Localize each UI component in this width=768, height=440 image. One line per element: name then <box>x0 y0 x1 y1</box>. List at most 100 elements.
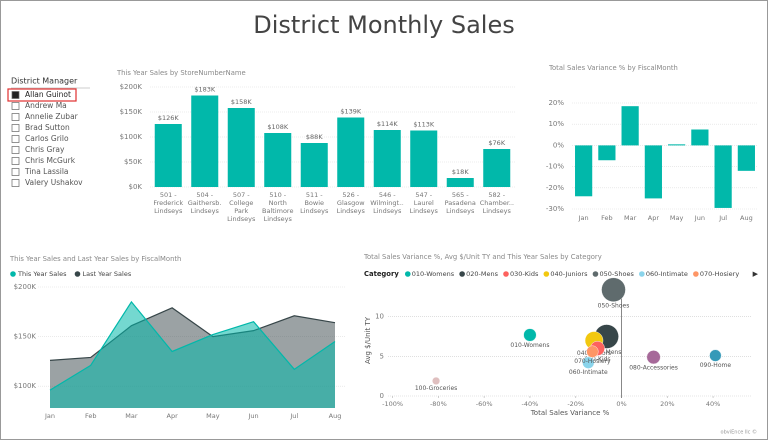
x-tick-label: 511 - Bowie Lindseys <box>300 191 329 215</box>
checkbox <box>11 91 20 99</box>
x-tick-label: Apr <box>648 214 660 222</box>
slicer-item[interactable]: Annelie Zubar <box>11 112 79 121</box>
x-tick-label: May <box>206 412 220 420</box>
chart-title: This Year Sales and Last Year Sales by F… <box>9 255 181 263</box>
chart-title: Total Sales Variance %, Avg $/Unit TY an… <box>363 253 602 261</box>
legend-item: 040-Juniors <box>543 270 588 278</box>
x-tick-label: Aug <box>740 214 753 222</box>
y-axis-title: Avg $/Unit TY <box>364 316 372 364</box>
bar <box>337 117 365 187</box>
bar <box>644 145 662 199</box>
x-tick-label: Aug <box>329 412 342 420</box>
line <box>49 307 336 361</box>
checkbox <box>11 113 20 121</box>
bar <box>668 144 686 146</box>
area <box>50 301 335 408</box>
bubble-label: 050-Shoes <box>598 302 630 309</box>
legend-label: 050-Shoes <box>599 270 634 278</box>
data-label: $183K <box>194 86 216 94</box>
bar <box>737 145 755 171</box>
y-tick-label: $100K <box>14 382 37 390</box>
x-tick-label-box: 526 - Glasgow Lindseys <box>337 191 365 215</box>
bar <box>373 130 401 187</box>
selection-highlight <box>7 88 77 102</box>
slicer-item[interactable]: Andrew Ma <box>11 101 67 110</box>
x-tick-label: Jun <box>247 412 258 420</box>
legend-marker <box>74 271 81 277</box>
data-label: $76K <box>488 139 505 147</box>
legend-scroll-arrow[interactable]: ▶ <box>753 270 759 278</box>
x-tick-label-box: 547 - Laurel Lindseys <box>410 191 438 215</box>
legend-marker <box>639 271 645 277</box>
bar <box>691 129 709 146</box>
x-tick-label-box: 511 - Bowie Lindseys <box>300 191 329 215</box>
checkbox <box>11 124 20 132</box>
x-tick-label-box: 501 - Frederick Lindseys <box>153 191 183 215</box>
slicer-item[interactable]: Carlos Grilo <box>11 134 69 143</box>
legend-label: 070-Hosiery <box>700 270 739 278</box>
bubble[interactable] <box>646 350 661 365</box>
bar <box>191 95 219 187</box>
x-tick-label: 582 - Chamber... Lindseys <box>479 191 514 215</box>
y-tick-label: $200K <box>14 283 37 291</box>
x-tick-label: 0% <box>616 400 626 408</box>
slicer-item[interactable]: Valery Ushakov <box>11 178 83 187</box>
bar <box>575 145 593 197</box>
bubble-label: 010-Womens <box>510 342 549 349</box>
x-tick-label: Jan <box>578 214 589 222</box>
y-tick-label: $50K <box>124 158 142 166</box>
x-tick-label: 510 - North Baltimore Lindseys <box>262 191 294 223</box>
legend-marker <box>404 271 411 277</box>
data-label: $114K <box>377 120 399 128</box>
legend-label: 060-Intimate <box>646 270 688 278</box>
x-tick-label: Mar <box>624 214 637 222</box>
x-tick-label: -60% <box>476 400 493 408</box>
bar <box>598 145 616 161</box>
y-tick-label: $0K <box>129 183 143 191</box>
bar <box>483 149 511 187</box>
legend-marker <box>693 271 699 277</box>
chart-title: Total Sales Variance % by FiscalMonth <box>548 64 678 72</box>
bubble[interactable] <box>432 376 441 385</box>
legend-label: 030-Kids <box>510 270 539 278</box>
bar <box>410 130 438 187</box>
slicer-item-label: Annelie Zubar <box>25 112 79 121</box>
legend-item: 030-Kids <box>503 270 539 278</box>
legend-title: Category <box>364 270 399 278</box>
legend-item: 010-Womens <box>404 270 455 278</box>
slicer-item[interactable]: Chris McGurk <box>11 156 76 165</box>
line <box>49 300 336 391</box>
bar <box>446 178 474 187</box>
slicer-item-label: Valery Ushakov <box>25 178 83 187</box>
bubble[interactable] <box>523 328 537 342</box>
legend-item: 070-Hosiery <box>693 270 739 278</box>
data-label: $88K <box>306 133 323 141</box>
bubble-label: 060-Intimate <box>569 369 608 376</box>
bubble[interactable] <box>709 349 722 362</box>
x-tick-label: Feb <box>601 214 613 222</box>
data-label: $158K <box>231 98 253 106</box>
y-tick-label: 10 <box>375 313 384 321</box>
legend-label: Last Year Sales <box>82 270 131 278</box>
legend-marker <box>459 271 465 277</box>
y-tick-label: -10% <box>546 163 564 171</box>
x-tick-label: -40% <box>522 400 539 408</box>
slicer-item[interactable]: Tina Lassila <box>11 167 69 176</box>
y-tick-label: -20% <box>546 184 564 192</box>
bubble[interactable] <box>586 345 599 358</box>
x-tick-label: 507 - College Park Lindseys <box>227 191 256 223</box>
slicer-item[interactable]: Allan Guinot <box>7 88 77 102</box>
y-tick-label: -30% <box>546 205 564 213</box>
footer: obviEnce llc © <box>721 429 757 436</box>
slicer-item[interactable]: Chris Gray <box>11 145 65 154</box>
bubble[interactable] <box>601 277 626 302</box>
slicer-item[interactable]: Brad Sutton <box>11 123 70 132</box>
bubble[interactable] <box>582 356 595 369</box>
checkbox <box>11 135 20 143</box>
x-tick-label-box: 507 - College Park Lindseys <box>227 191 256 223</box>
slicer-item-label: Carlos Grilo <box>25 134 69 143</box>
legend-label: 040-Juniors <box>550 270 588 278</box>
bubble-label: 030-Kids <box>584 356 610 363</box>
